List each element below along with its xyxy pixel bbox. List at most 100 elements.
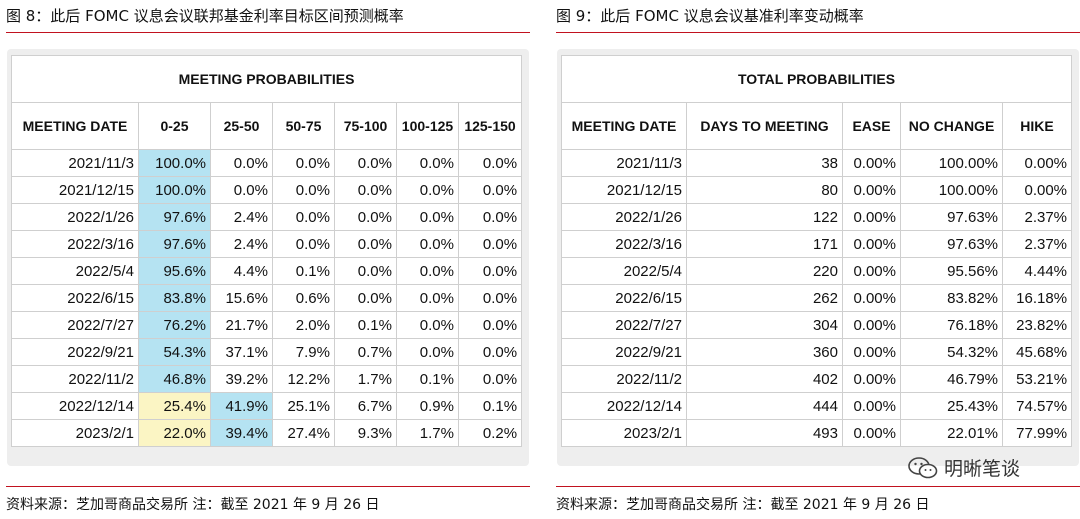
value-cell: 2.4% [210, 203, 273, 231]
value-cell: 54.3% [138, 338, 211, 366]
value-cell: 493 [686, 419, 843, 447]
value-cell: 0.0% [396, 338, 459, 366]
value-cell: 7.9% [272, 338, 335, 366]
meeting-date-cell: 2021/12/15 [561, 176, 687, 204]
figure-9-top-rule [556, 32, 1080, 33]
meeting-date-cell: 2022/5/4 [11, 257, 139, 285]
value-cell: 0.0% [272, 230, 335, 258]
figure-9-table-frame: TOTAL PROBABILITIES MEETING DATE DAYS TO M… [557, 49, 1079, 466]
column-header: NO CHANGE [900, 102, 1003, 150]
value-cell: 0.0% [210, 149, 273, 177]
value-cell: 0.0% [457, 284, 523, 312]
value-cell: 97.63% [900, 203, 1003, 231]
value-cell: 25.43% [900, 392, 1003, 420]
value-cell: 0.0% [396, 311, 459, 339]
meeting-date-cell: 2023/2/1 [11, 419, 139, 447]
table-row: 2022/7/27 304 0.00% 76.18% 23.82% [561, 311, 1073, 339]
figure-8-table-frame: MEETING PROBABILITIES MEETING DATE 0-25 25-… [7, 49, 529, 466]
meeting-date-cell: 2022/1/26 [11, 203, 139, 231]
column-header: 50-75 [272, 102, 335, 150]
value-cell: 0.0% [334, 257, 397, 285]
table-row: 2022/11/2 402 0.00% 46.79% 53.21% [561, 365, 1073, 393]
meeting-date-cell: 2022/9/21 [561, 338, 687, 366]
value-cell: 0.0% [457, 176, 523, 204]
value-cell: 95.6% [138, 257, 211, 285]
table-row: 2021/11/3 100.0% 0.0% 0.0% 0.0% 0.0% 0.0% [11, 149, 523, 177]
meeting-date-cell: 2023/2/1 [561, 419, 687, 447]
value-cell: 0.0% [396, 149, 459, 177]
meeting-date-cell: 2022/3/16 [11, 230, 139, 258]
figure-8-panel: 图 8：此后 FOMC 议息会议联邦基金利率目标区间预测概率 MEETING P… [6, 0, 530, 519]
value-cell: 220 [686, 257, 843, 285]
meeting-probabilities-table: MEETING PROBABILITIES MEETING DATE 0-25 25-… [10, 55, 523, 447]
watermark: 明晰笔谈 [908, 454, 1020, 481]
value-cell: 2.37% [1001, 203, 1073, 231]
value-cell: 0.0% [334, 176, 397, 204]
value-cell: 38 [686, 149, 843, 177]
meeting-date-cell: 2022/12/14 [561, 392, 687, 420]
value-cell: 21.7% [210, 311, 273, 339]
meeting-date-cell: 2022/7/27 [561, 311, 687, 339]
value-cell: 100.0% [138, 176, 211, 204]
value-cell: 27.4% [272, 419, 335, 447]
value-cell: 0.00% [842, 419, 901, 447]
table-row: 2021/11/3 38 0.00% 100.00% 0.00% [561, 149, 1073, 177]
table-row: 2022/11/2 46.8% 39.2% 12.2% 1.7% 0.1% 0.0% [11, 365, 523, 393]
table-row: 2022/3/16 171 0.00% 97.63% 2.37% [561, 230, 1073, 258]
column-header: MEETING DATE [11, 102, 139, 150]
value-cell: 0.0% [457, 203, 523, 231]
value-cell: 83.82% [900, 284, 1003, 312]
column-header: EASE [842, 102, 901, 150]
value-cell: 0.0% [396, 203, 459, 231]
value-cell: 0.00% [1001, 149, 1073, 177]
table-title: TOTAL PROBABILITIES [560, 55, 1073, 103]
value-cell: 0.1% [396, 365, 459, 393]
meeting-date-cell: 2021/12/15 [11, 176, 139, 204]
table-row: 2022/5/4 220 0.00% 95.56% 4.44% [561, 257, 1073, 285]
value-cell: 1.7% [396, 419, 459, 447]
value-cell: 23.82% [1001, 311, 1073, 339]
value-cell: 1.7% [334, 365, 397, 393]
value-cell: 0.0% [457, 149, 523, 177]
value-cell: 0.00% [842, 392, 901, 420]
value-cell: 53.21% [1001, 365, 1073, 393]
value-cell: 0.00% [842, 338, 901, 366]
value-cell: 0.0% [457, 257, 523, 285]
value-cell: 97.6% [138, 230, 211, 258]
column-header: 100-125 [396, 102, 459, 150]
value-cell: 0.00% [842, 149, 901, 177]
table-row: 2022/1/26 97.6% 2.4% 0.0% 0.0% 0.0% 0.0% [11, 203, 523, 231]
value-cell: 0.0% [334, 284, 397, 312]
value-cell: 0.00% [842, 257, 901, 285]
value-cell: 0.00% [1001, 176, 1073, 204]
watermark-text: 明晰笔谈 [944, 458, 1021, 480]
table-row: 2022/6/15 83.8% 15.6% 0.6% 0.0% 0.0% 0.0% [11, 284, 523, 312]
figure-8-top-rule [6, 32, 530, 33]
value-cell: 100.0% [138, 149, 211, 177]
column-header: MEETING DATE [561, 102, 687, 150]
table-row: 2022/12/14 25.4% 41.9% 25.1% 6.7% 0.9% 0.1% [11, 392, 523, 420]
table-row: 2023/2/1 22.0% 39.4% 27.4% 9.3% 1.7% 0.2% [11, 419, 523, 447]
value-cell: 0.0% [396, 230, 459, 258]
column-header: 0-25 [138, 102, 211, 150]
column-header: 25-50 [210, 102, 273, 150]
table-row: 2021/12/15 100.0% 0.0% 0.0% 0.0% 0.0% 0.0% [11, 176, 523, 204]
table-row: 2022/5/4 95.6% 4.4% 0.1% 0.0% 0.0% 0.0% [11, 257, 523, 285]
value-cell: 0.0% [457, 338, 523, 366]
value-cell: 0.00% [842, 284, 901, 312]
table-row: 2021/12/15 80 0.00% 100.00% 0.00% [561, 176, 1073, 204]
value-cell: 12.2% [272, 365, 335, 393]
total-probabilities-table: TOTAL PROBABILITIES MEETING DATE DAYS TO M… [560, 55, 1073, 447]
figure-9-source-note: 资料来源：芝加哥商品交易所 注：截至 2021 年 9 月 26 日 [556, 497, 930, 513]
table-row: 2022/6/15 262 0.00% 83.82% 16.18% [561, 284, 1073, 312]
column-header: 75-100 [334, 102, 397, 150]
table-row: 2022/9/21 54.3% 37.1% 7.9% 0.7% 0.0% 0.0% [11, 338, 523, 366]
value-cell: 95.56% [900, 257, 1003, 285]
value-cell: 0.0% [396, 257, 459, 285]
meeting-date-cell: 2022/1/26 [561, 203, 687, 231]
value-cell: 0.0% [272, 203, 335, 231]
figure-9-bottom-rule [556, 486, 1080, 487]
meeting-date-cell: 2022/6/15 [11, 284, 139, 312]
value-cell: 80 [686, 176, 843, 204]
value-cell: 0.1% [272, 257, 335, 285]
